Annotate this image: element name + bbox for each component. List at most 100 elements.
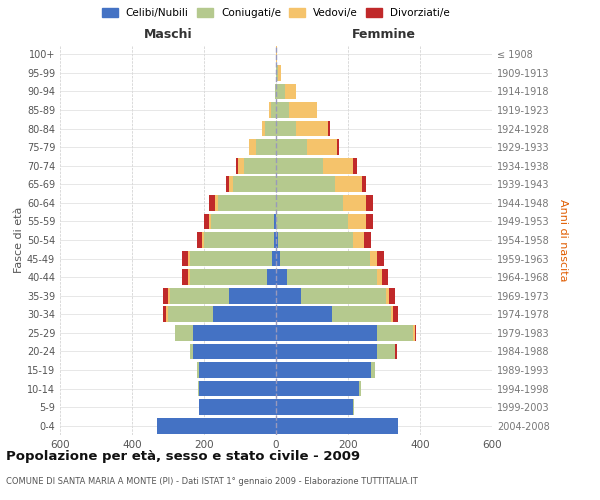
Bar (256, 140, 276, 155)
Bar (353, 399, 354, 415)
Bar (348, 214, 366, 230)
Bar (204, 214, 209, 230)
Bar (163, 306, 166, 322)
Legend: Celibi/Nubili, Coniugati/e, Vedovi/e, Divorziati/e: Celibi/Nubili, Coniugati/e, Vedovi/e, Di… (98, 4, 454, 22)
Bar (226, 176, 229, 192)
Bar (166, 306, 168, 322)
Bar (244, 158, 276, 174)
Bar (182, 250, 188, 266)
Bar (199, 362, 276, 378)
Bar (211, 214, 274, 230)
Bar (364, 232, 371, 248)
Bar (276, 195, 343, 211)
Bar (335, 176, 362, 192)
Bar (377, 250, 384, 266)
Bar (332, 306, 391, 322)
Bar (276, 158, 323, 174)
Bar (276, 362, 371, 378)
Bar (307, 140, 337, 155)
Bar (267, 269, 276, 285)
Bar (213, 306, 276, 322)
Bar (391, 306, 393, 322)
Bar (190, 269, 267, 285)
Bar (276, 325, 377, 341)
Bar (249, 140, 256, 155)
Bar (202, 232, 204, 248)
Bar (198, 380, 199, 396)
Bar (276, 250, 280, 266)
Bar (377, 269, 382, 285)
Bar (323, 158, 353, 174)
Bar (278, 65, 281, 81)
Bar (276, 288, 301, 304)
Bar (272, 250, 276, 266)
Bar (276, 84, 285, 100)
Bar (386, 288, 389, 304)
Bar (389, 288, 395, 304)
Bar (168, 306, 213, 322)
Bar (276, 176, 335, 192)
Bar (188, 250, 190, 266)
Bar (328, 120, 330, 136)
Bar (199, 380, 276, 396)
Bar (190, 250, 272, 266)
Bar (199, 399, 276, 415)
Bar (193, 344, 276, 359)
Bar (265, 120, 276, 136)
Bar (276, 418, 398, 434)
Bar (276, 102, 289, 118)
Bar (168, 288, 170, 304)
Bar (343, 195, 366, 211)
Bar (157, 418, 276, 434)
Bar (395, 344, 397, 359)
Bar (238, 158, 244, 174)
Bar (229, 288, 276, 304)
Bar (377, 325, 413, 341)
Bar (215, 195, 218, 211)
Bar (209, 214, 211, 230)
Bar (371, 362, 375, 378)
Bar (276, 344, 377, 359)
Bar (337, 140, 339, 155)
Bar (285, 84, 296, 100)
Bar (353, 232, 364, 248)
Bar (275, 84, 276, 100)
Bar (413, 325, 415, 341)
Bar (276, 269, 287, 285)
Bar (269, 102, 271, 118)
Bar (377, 344, 395, 359)
Bar (353, 158, 357, 174)
Bar (262, 120, 265, 136)
Bar (287, 269, 377, 285)
Bar (289, 102, 317, 118)
Bar (190, 344, 193, 359)
Bar (276, 232, 278, 248)
Bar (276, 380, 359, 396)
Bar (274, 232, 276, 248)
Bar (229, 176, 233, 192)
Bar (366, 214, 373, 230)
Bar (366, 195, 373, 211)
Bar (362, 176, 366, 192)
Bar (218, 195, 276, 211)
Bar (276, 214, 348, 230)
Bar (415, 325, 416, 341)
Bar (276, 65, 278, 81)
Bar (209, 195, 215, 211)
Bar (233, 176, 276, 192)
Bar (170, 288, 229, 304)
Y-axis label: Anni di nascita: Anni di nascita (558, 198, 568, 281)
Bar (197, 232, 202, 248)
Bar (271, 102, 276, 118)
Bar (296, 120, 328, 136)
Bar (193, 325, 276, 341)
Bar (175, 325, 193, 341)
Bar (276, 120, 296, 136)
Bar (370, 250, 377, 266)
Bar (276, 306, 332, 322)
Text: Popolazione per età, sesso e stato civile - 2009: Popolazione per età, sesso e stato civil… (6, 450, 360, 463)
Text: Maschi: Maschi (143, 28, 193, 42)
Bar (236, 158, 238, 174)
Bar (197, 362, 199, 378)
Y-axis label: Fasce di età: Fasce di età (14, 207, 24, 273)
